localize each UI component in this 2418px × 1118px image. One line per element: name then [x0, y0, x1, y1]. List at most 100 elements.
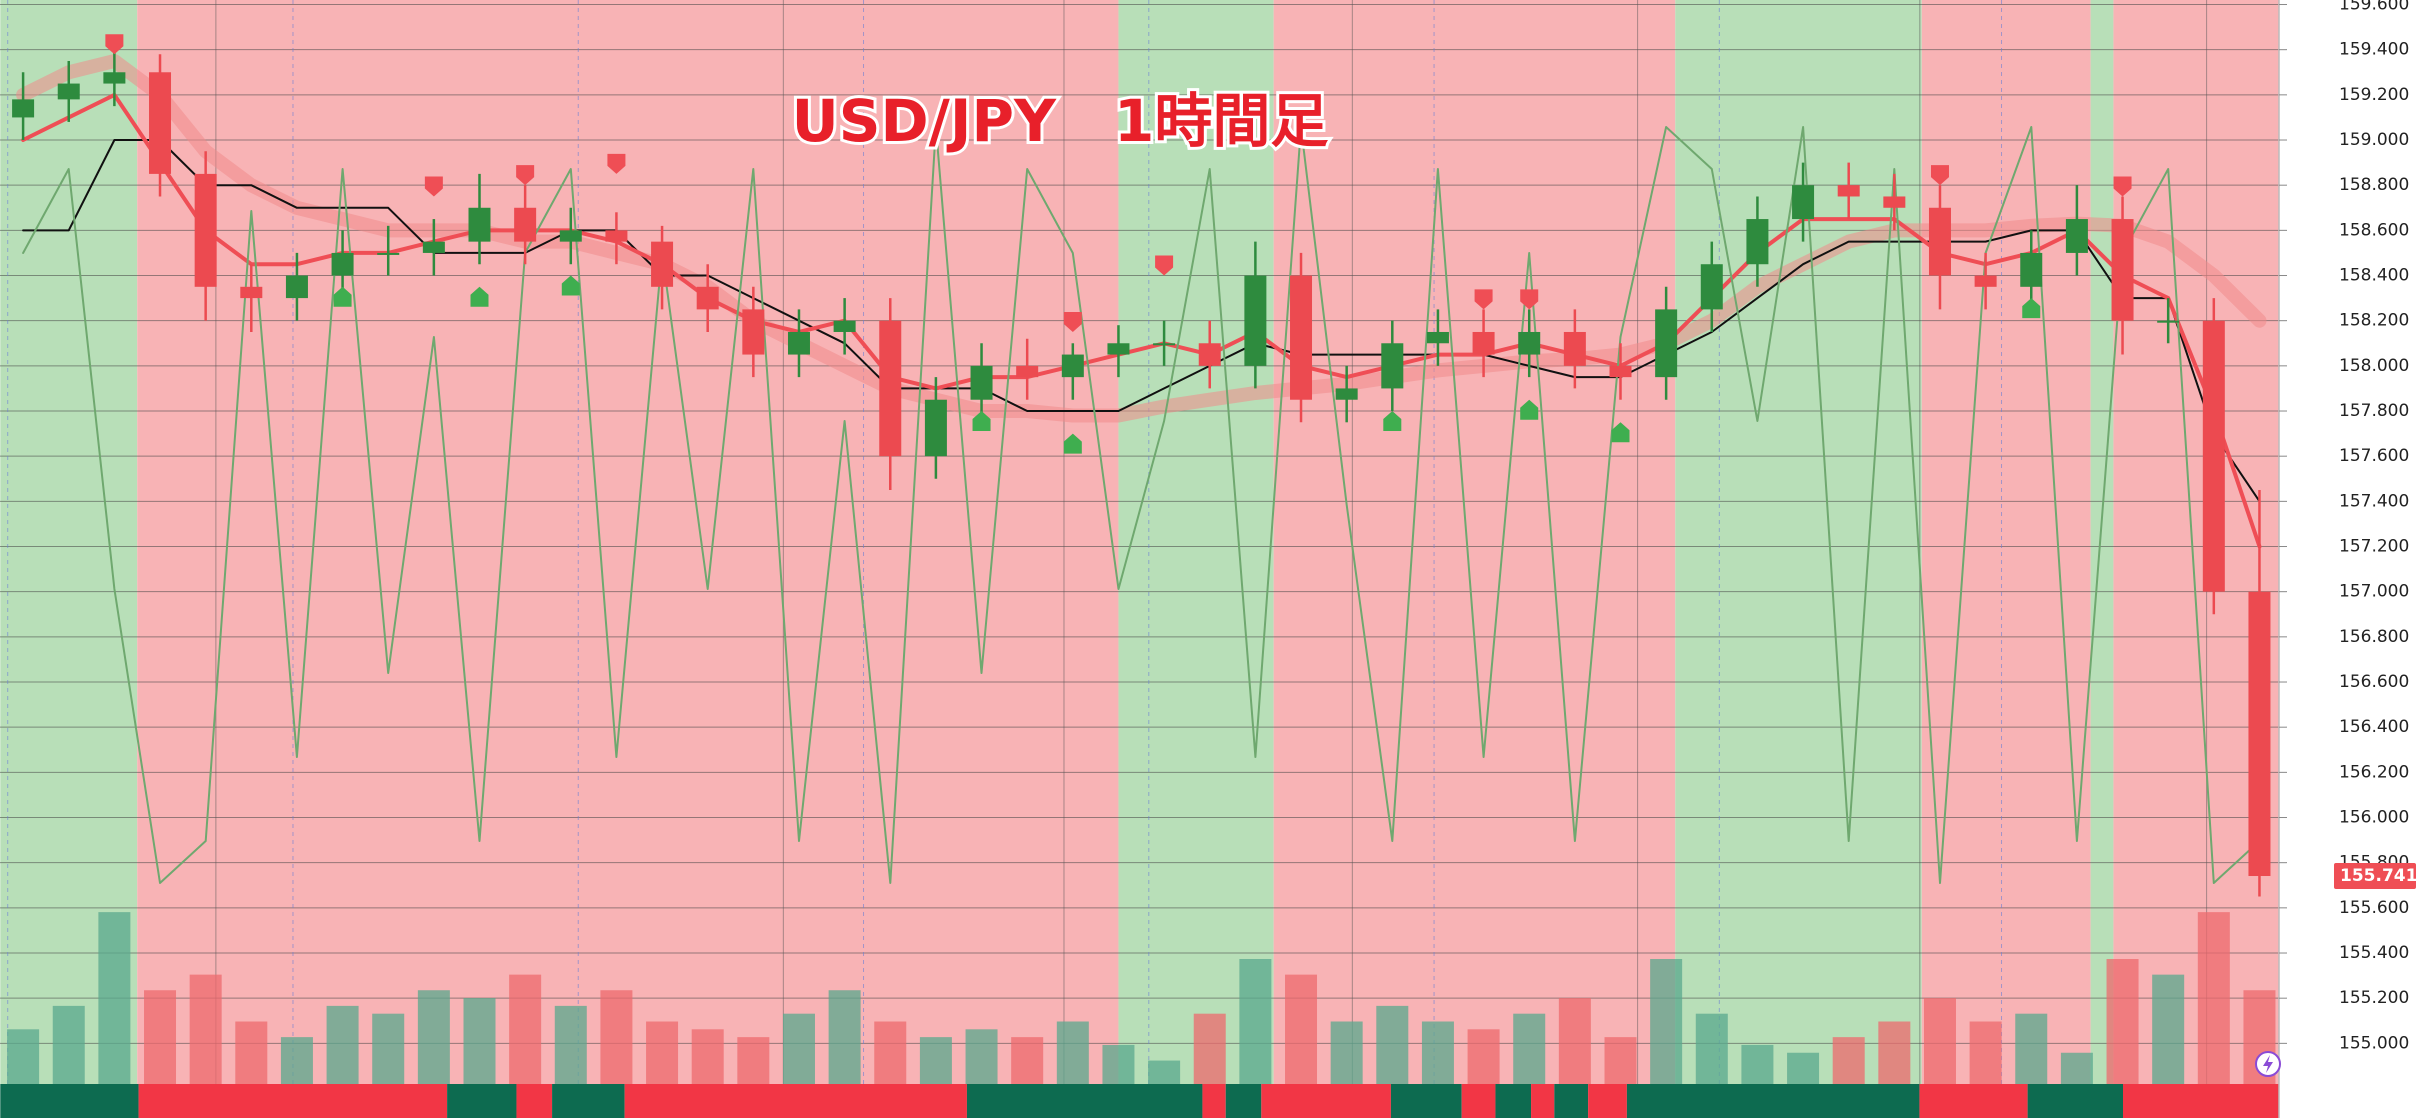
candle-body [2020, 252, 2043, 287]
candle-body [2065, 219, 2088, 253]
y-tick-label: 158.000 [2339, 356, 2409, 376]
sell-marker [424, 176, 443, 197]
candle-body [696, 286, 719, 310]
volume-bar [52, 1005, 85, 1084]
y-tick-label: 156.000 [2339, 808, 2409, 828]
volume-bar [372, 1013, 405, 1084]
volume-bar [1011, 1037, 1044, 1084]
candle-body [742, 309, 765, 355]
volume-bar [7, 1029, 40, 1084]
volume-bar [1513, 1013, 1546, 1084]
y-tick-label: 157.800 [2339, 401, 2409, 421]
candle-body [1974, 275, 1997, 287]
sell-marker [1155, 255, 1174, 276]
volume-bar [919, 1037, 952, 1084]
volume-bar [2106, 959, 2139, 1084]
bottom-bar-segment [1588, 1084, 1627, 1118]
bottom-bar-segment [1461, 1084, 1496, 1118]
sell-marker [516, 165, 535, 186]
y-tick-label: 159.200 [2339, 85, 2409, 105]
volume-bar [189, 974, 222, 1084]
volume-bar [1285, 974, 1318, 1084]
lightning-icon [2255, 1051, 2281, 1077]
volume-bar [1102, 1044, 1135, 1084]
bottom-bar-segment [516, 1084, 553, 1118]
candle-body [1335, 388, 1358, 400]
volume-bar [1923, 998, 1956, 1084]
indicator-line [16, 54, 2267, 423]
bottom-bar-segment [1261, 1084, 1391, 1118]
buy-marker [470, 286, 489, 307]
y-tick-label: 158.200 [2339, 311, 2409, 331]
volume-bar [1650, 959, 1683, 1084]
volume-bar [1148, 1060, 1181, 1084]
zones [0, 0, 2279, 1084]
y-tick-label: 158.800 [2339, 175, 2409, 195]
volume-bar [1056, 1021, 1089, 1084]
y-tick-label: 155.200 [2339, 988, 2409, 1008]
y-tick-label: 157.000 [2339, 582, 2409, 602]
y-tick-label: 157.400 [2339, 491, 2409, 511]
trend-zone [2090, 0, 2114, 1084]
buy-marker [972, 411, 991, 432]
volume-bar [965, 1029, 998, 1084]
volume-bar [2015, 1013, 2048, 1084]
volume-bar [463, 998, 496, 1084]
trend-zone [0, 0, 138, 1084]
y-tick-label: 155.000 [2339, 1033, 2409, 1053]
volume-bar [1330, 1021, 1363, 1084]
candle-body [1609, 365, 1632, 378]
buy-marker [1063, 433, 1082, 454]
indicator-line [21, 92, 2262, 549]
candle-body [12, 99, 35, 118]
candle-body [879, 320, 902, 457]
volume-bar [646, 1021, 679, 1084]
candle-body [651, 241, 674, 287]
markers [105, 34, 2132, 454]
bottom-bar-segment [1495, 1084, 1532, 1118]
bottom-bar-segment [447, 1084, 517, 1118]
last-price-label: 155.741 [2340, 866, 2417, 886]
y-tick-label: 159.400 [2339, 40, 2409, 60]
bottom-bar-segment [2027, 1084, 2123, 1118]
candle-body [1061, 354, 1084, 378]
volume-bar [280, 1037, 313, 1084]
bottom-bar-segment [2122, 1084, 2279, 1118]
bottom-bar-segment [1531, 1084, 1555, 1118]
y-tick-label: 159.600 [2339, 0, 2409, 15]
candle-body [103, 72, 126, 84]
volume-bar [1193, 1013, 1226, 1084]
volume-bar [1558, 998, 1591, 1084]
sell-marker [1520, 289, 1539, 310]
y-tick-label: 156.200 [2339, 762, 2409, 782]
candle-body [2202, 320, 2225, 592]
candle-body [1472, 331, 1495, 355]
y-tick-label: 159.000 [2339, 130, 2409, 150]
candle-body [1290, 275, 1313, 400]
sell-marker [105, 34, 124, 55]
volume-bar [1832, 1037, 1865, 1084]
volume-bar [828, 990, 861, 1084]
candle-body [1244, 275, 1267, 366]
trend-zone [137, 0, 1119, 1084]
candle-body [1153, 343, 1176, 346]
trend-zone [1273, 0, 1676, 1084]
volume-bar [235, 1021, 268, 1084]
candle-body [787, 331, 810, 355]
y-tick-label: 158.600 [2339, 220, 2409, 240]
indicator-line [22, 139, 2261, 503]
candle-body [924, 399, 947, 457]
candle-body [422, 241, 445, 253]
volume-bar [1376, 1005, 1409, 1084]
candle-body [514, 207, 537, 242]
volume-bar [1969, 1021, 2002, 1084]
volume-bar [600, 990, 633, 1084]
candle-body [2111, 219, 2134, 321]
candle-body [468, 207, 491, 242]
y-tick-label: 155.600 [2339, 898, 2409, 918]
buy-marker [1383, 411, 1402, 432]
volume-bar [2197, 912, 2230, 1084]
price-axis: 155.000155.200155.400155.600155.800156.0… [2279, 0, 2417, 1053]
bottom-bar-segment [966, 1084, 1203, 1118]
sell-marker [607, 153, 626, 174]
